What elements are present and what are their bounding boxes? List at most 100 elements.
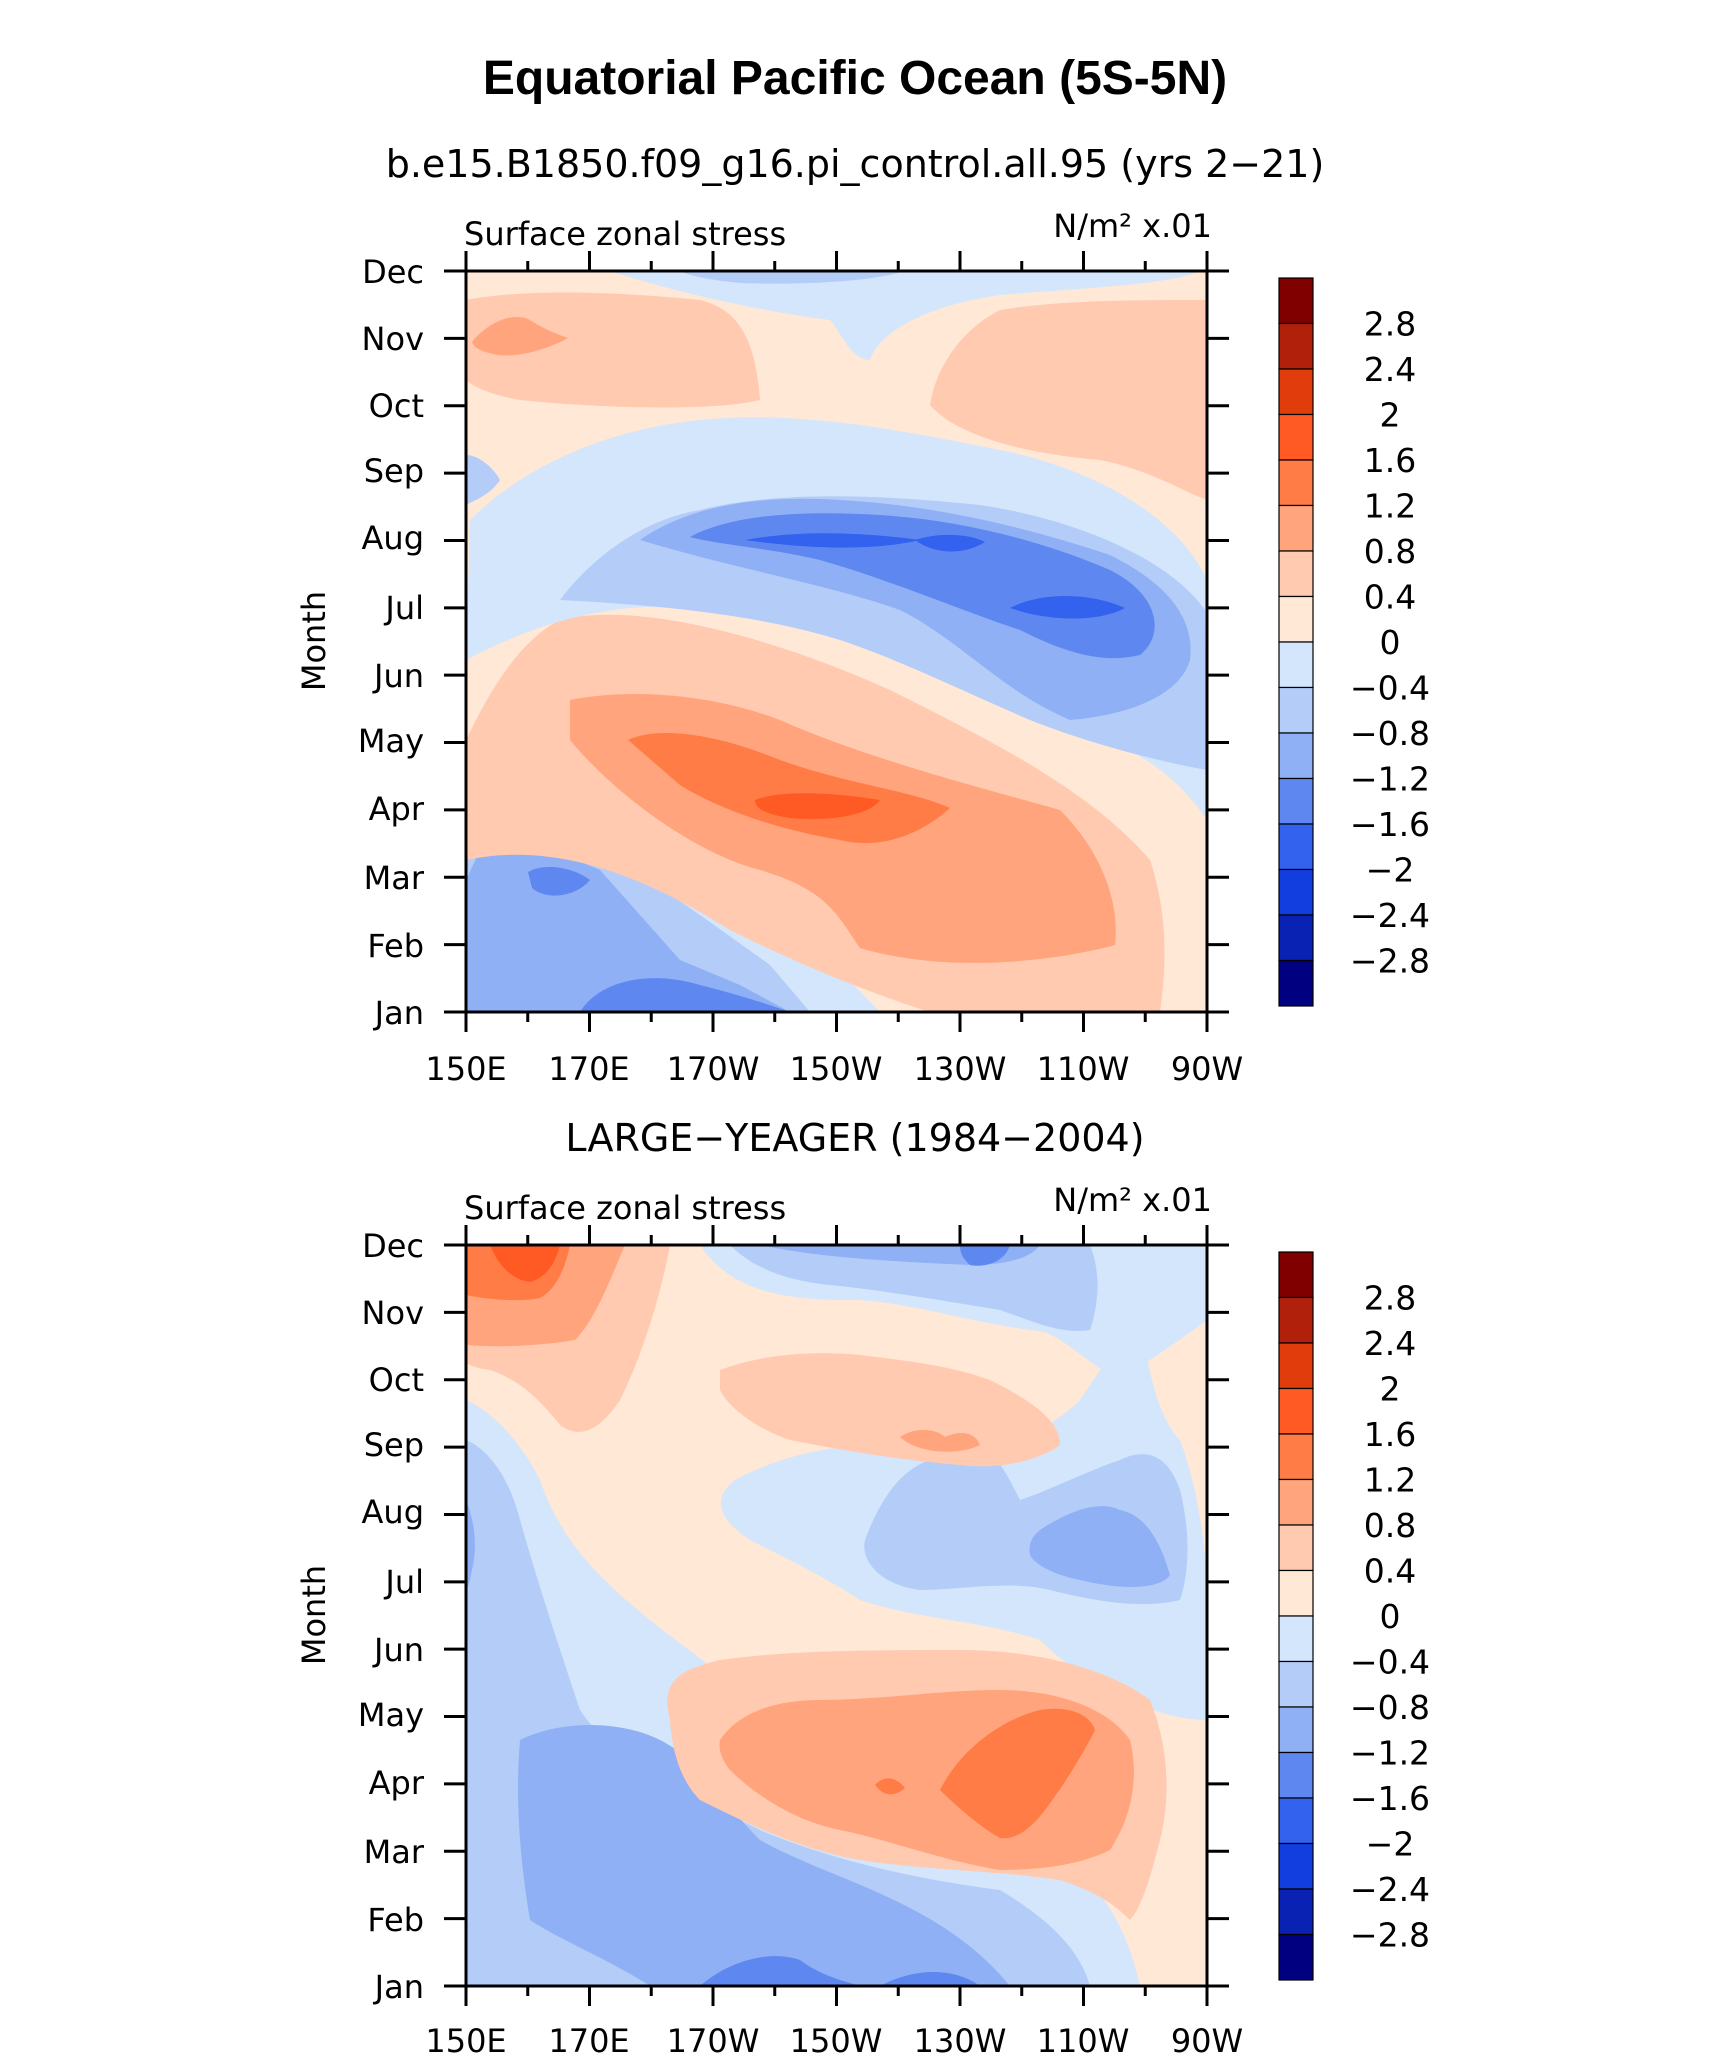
cb1-label: 2 [1380, 396, 1401, 435]
p2-xtick-90w: 90W [1171, 2022, 1243, 2060]
cb1-label: 2.4 [1364, 350, 1416, 389]
p2-ytick-may: May [358, 1696, 424, 1734]
p1-ytick-apr: Apr [369, 790, 425, 828]
cb2-label: −0.4 [1350, 1643, 1430, 1682]
p2-ytick-apr: Apr [369, 1764, 425, 1802]
p1-xtick-130w: 130W [914, 1050, 1007, 1088]
panel-2-subtitle: LARGE−YEAGER (1984−2004) [565, 1116, 1144, 1160]
panel-1-units-label: N/m² x.01 [1053, 207, 1212, 245]
cb1-label: 1.2 [1364, 487, 1416, 526]
cb2-swatch [1278, 1842, 1314, 1890]
p1-pos-ur-04 [930, 300, 1207, 500]
p1-ytick-aug: Aug [362, 519, 424, 557]
p2-pos-autumn-08 [900, 1429, 980, 1452]
cb1-label: −1.2 [1350, 760, 1430, 799]
p2-neg-left-16 [700, 1956, 860, 1986]
cb1-label: 1.6 [1364, 441, 1416, 480]
p1-ytick-jul: Jul [383, 589, 424, 627]
p2-neg-right-12 [1029, 1506, 1170, 1587]
cb2-label: 1.2 [1364, 1461, 1416, 1500]
p1-xtick-110w: 110W [1037, 1050, 1130, 1088]
p2-ytick-feb: Feb [367, 1901, 424, 1939]
cb2-label: −1.6 [1350, 1779, 1430, 1818]
cb1-swatch [1278, 550, 1314, 598]
p1-pos-band-hole [940, 865, 972, 885]
p1-neg-lower-16b [580, 978, 790, 1012]
cb1-swatch [1278, 322, 1314, 370]
cb1-swatch [1278, 868, 1314, 916]
panel-1-ylabel: Month [295, 591, 333, 691]
p1-pos-ul-04 [466, 292, 760, 408]
cb2-swatch [1278, 1251, 1314, 1299]
cb1-swatch [1278, 959, 1314, 1007]
cb1-label: 2.8 [1364, 305, 1416, 344]
panel-1-subtitle: b.e15.B1850.f09_g16.pi_control.all.95 (y… [386, 142, 1325, 186]
p2-ytick-oct: Oct [369, 1361, 424, 1399]
cb1-label: −0.8 [1350, 714, 1430, 753]
cb2-swatch [1278, 1660, 1314, 1708]
p2-ytick-nov: Nov [362, 1294, 424, 1332]
cb2-label: 1.6 [1364, 1415, 1416, 1454]
cb1-swatch [1278, 413, 1314, 461]
p1-ytick-jun: Jun [372, 657, 424, 695]
cb2-label: 0 [1380, 1597, 1401, 1636]
p2-neg-top-08 [730, 1245, 1098, 1331]
p2-xtick-150w: 150W [790, 2022, 883, 2060]
cb2-label: 0.4 [1364, 1552, 1416, 1591]
cb2-swatch [1278, 1615, 1314, 1663]
panel-1-variable-label: Surface zonal stress [464, 215, 786, 253]
cb1-swatch [1278, 595, 1314, 643]
cb2-swatch [1278, 1524, 1314, 1572]
p1-neg-band-2c [1010, 596, 1125, 619]
cb2-swatch [1278, 1797, 1314, 1845]
cb2-label: 2.8 [1364, 1279, 1416, 1318]
cb2-label: −1.2 [1350, 1734, 1430, 1773]
cb2-swatch [1278, 1296, 1314, 1344]
cb2-swatch [1278, 1888, 1314, 1936]
p2-neg-left-16b [880, 1972, 980, 1986]
cb1-label: −2 [1366, 851, 1415, 890]
p1-ytick-oct: Oct [369, 387, 424, 425]
p2-pos-spring-12a [940, 1708, 1095, 1839]
p1-neg-band-2a [745, 533, 920, 548]
p1-xtick-150w: 150W [790, 1050, 883, 1088]
cb1-label: −1.6 [1350, 805, 1430, 844]
p2-xtick-110w: 110W [1037, 2022, 1130, 2060]
p2-neg-edge-strip-12 [466, 1500, 475, 1590]
panel-2-units-label: N/m² x.01 [1053, 1181, 1212, 1219]
cb1-label: 0.8 [1364, 532, 1416, 571]
cb1-swatch [1278, 504, 1314, 552]
p1-ytick-dec: Dec [362, 253, 424, 291]
cb1-label: −2.4 [1350, 896, 1430, 935]
p2-pos-spring-12b [875, 1778, 905, 1795]
p1-pos-band-16 [755, 793, 880, 820]
cb1-swatch [1278, 777, 1314, 825]
p2-pos-ul-16 [490, 1245, 560, 1282]
panel-2-axes: Dec Nov Oct Sep Aug Jul Jun May Apr Mar … [358, 1227, 1243, 2060]
p1-ytick-may: May [358, 722, 424, 760]
cb2-swatch [1278, 1933, 1314, 1981]
p2-xtick-150e: 150E [425, 2022, 506, 2060]
p2-xtick-130w: 130W [914, 2022, 1007, 2060]
p2-ytick-jul: Jul [383, 1563, 424, 1601]
cb1-swatch [1278, 914, 1314, 962]
cb2-label: −0.8 [1350, 1688, 1430, 1727]
colorbars: 2.8 2.4 2 1.6 1.2 0.8 0.4 0 −0.4 −0.8 −1.2 −1.6 −2 −2… [1278, 277, 1430, 1981]
cb1-swatch [1278, 277, 1314, 325]
panel-2: LARGE−YEAGER (1984−2004) Surface zonal s… [295, 1116, 1243, 2060]
figure-title: Equatorial Pacific Ocean (5S-5N) [483, 52, 1227, 105]
cb2-swatch [1278, 1433, 1314, 1481]
p1-neg-top-08 [680, 271, 905, 284]
cb1-label: −2.8 [1350, 942, 1430, 981]
cb1-swatch [1278, 368, 1314, 416]
p2-ytick-jan: Jan [373, 1968, 424, 2006]
p1-pos-band-12 [628, 732, 950, 844]
p2-ytick-dec: Dec [362, 1227, 424, 1265]
p1-neg-lower-16a [528, 866, 590, 896]
p1-pos-ul-08 [472, 316, 568, 356]
p1-ytick-mar: Mar [364, 859, 425, 897]
panel-1-field [466, 271, 1207, 1012]
cb1-swatch [1278, 459, 1314, 507]
cb1-swatch [1278, 641, 1314, 689]
